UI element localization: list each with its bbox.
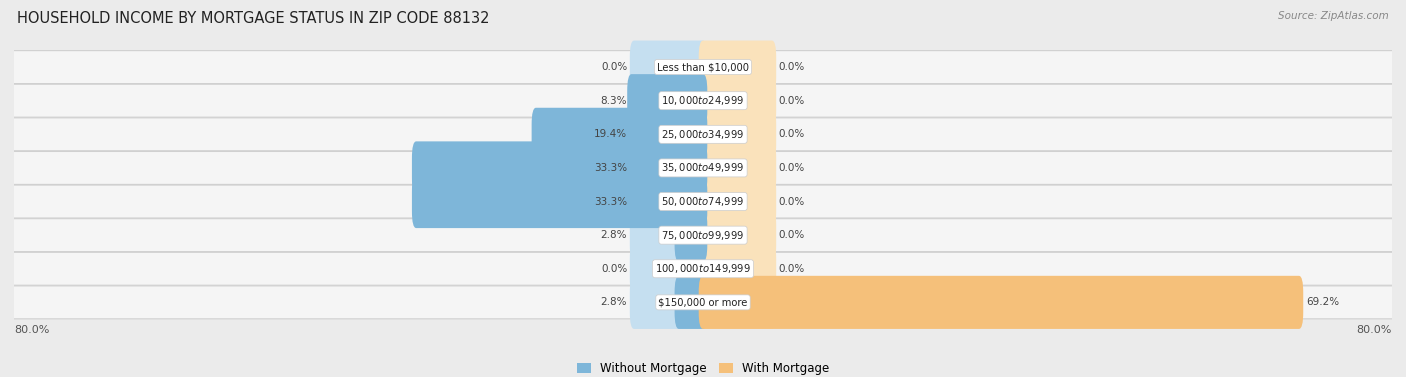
Text: 69.2%: 69.2% bbox=[1306, 297, 1339, 307]
Text: 0.0%: 0.0% bbox=[779, 62, 806, 72]
Text: 8.3%: 8.3% bbox=[600, 96, 627, 106]
FancyBboxPatch shape bbox=[630, 175, 707, 228]
Text: 19.4%: 19.4% bbox=[595, 129, 627, 139]
FancyBboxPatch shape bbox=[699, 276, 1303, 329]
FancyBboxPatch shape bbox=[630, 141, 707, 195]
Text: 0.0%: 0.0% bbox=[600, 62, 627, 72]
FancyBboxPatch shape bbox=[412, 175, 707, 228]
FancyBboxPatch shape bbox=[699, 242, 776, 295]
FancyBboxPatch shape bbox=[630, 242, 707, 295]
Text: 0.0%: 0.0% bbox=[779, 163, 806, 173]
FancyBboxPatch shape bbox=[531, 108, 707, 161]
FancyBboxPatch shape bbox=[6, 152, 1400, 184]
Text: 2.8%: 2.8% bbox=[600, 297, 627, 307]
Text: 0.0%: 0.0% bbox=[600, 264, 627, 274]
Text: $35,000 to $49,999: $35,000 to $49,999 bbox=[661, 161, 745, 175]
FancyBboxPatch shape bbox=[699, 276, 776, 329]
FancyBboxPatch shape bbox=[699, 208, 776, 262]
Text: 0.0%: 0.0% bbox=[779, 196, 806, 207]
Text: HOUSEHOLD INCOME BY MORTGAGE STATUS IN ZIP CODE 88132: HOUSEHOLD INCOME BY MORTGAGE STATUS IN Z… bbox=[17, 11, 489, 26]
Text: Less than $10,000: Less than $10,000 bbox=[657, 62, 749, 72]
FancyBboxPatch shape bbox=[6, 118, 1400, 151]
FancyBboxPatch shape bbox=[630, 41, 707, 93]
Text: $75,000 to $99,999: $75,000 to $99,999 bbox=[661, 228, 745, 242]
FancyBboxPatch shape bbox=[6, 252, 1400, 285]
FancyBboxPatch shape bbox=[699, 74, 776, 127]
FancyBboxPatch shape bbox=[630, 108, 707, 161]
Text: 33.3%: 33.3% bbox=[595, 163, 627, 173]
Text: $10,000 to $24,999: $10,000 to $24,999 bbox=[661, 94, 745, 107]
Text: Source: ZipAtlas.com: Source: ZipAtlas.com bbox=[1278, 11, 1389, 21]
Text: 0.0%: 0.0% bbox=[779, 264, 806, 274]
Text: 0.0%: 0.0% bbox=[779, 96, 806, 106]
Text: $50,000 to $74,999: $50,000 to $74,999 bbox=[661, 195, 745, 208]
FancyBboxPatch shape bbox=[627, 74, 707, 127]
FancyBboxPatch shape bbox=[630, 276, 707, 329]
FancyBboxPatch shape bbox=[412, 141, 707, 195]
FancyBboxPatch shape bbox=[675, 276, 707, 329]
FancyBboxPatch shape bbox=[699, 41, 776, 93]
Text: $150,000 or more: $150,000 or more bbox=[658, 297, 748, 307]
Text: 80.0%: 80.0% bbox=[14, 325, 49, 334]
FancyBboxPatch shape bbox=[6, 286, 1400, 319]
Text: 80.0%: 80.0% bbox=[1357, 325, 1392, 334]
FancyBboxPatch shape bbox=[630, 74, 707, 127]
Text: 0.0%: 0.0% bbox=[779, 230, 806, 240]
FancyBboxPatch shape bbox=[699, 175, 776, 228]
FancyBboxPatch shape bbox=[6, 51, 1400, 84]
FancyBboxPatch shape bbox=[6, 219, 1400, 251]
Text: 33.3%: 33.3% bbox=[595, 196, 627, 207]
Text: 0.0%: 0.0% bbox=[779, 129, 806, 139]
Text: $25,000 to $34,999: $25,000 to $34,999 bbox=[661, 128, 745, 141]
FancyBboxPatch shape bbox=[699, 141, 776, 195]
FancyBboxPatch shape bbox=[630, 208, 707, 262]
Text: 2.8%: 2.8% bbox=[600, 230, 627, 240]
FancyBboxPatch shape bbox=[6, 185, 1400, 218]
Text: $100,000 to $149,999: $100,000 to $149,999 bbox=[655, 262, 751, 275]
FancyBboxPatch shape bbox=[6, 84, 1400, 117]
Legend: Without Mortgage, With Mortgage: Without Mortgage, With Mortgage bbox=[572, 357, 834, 377]
FancyBboxPatch shape bbox=[699, 108, 776, 161]
FancyBboxPatch shape bbox=[675, 208, 707, 262]
